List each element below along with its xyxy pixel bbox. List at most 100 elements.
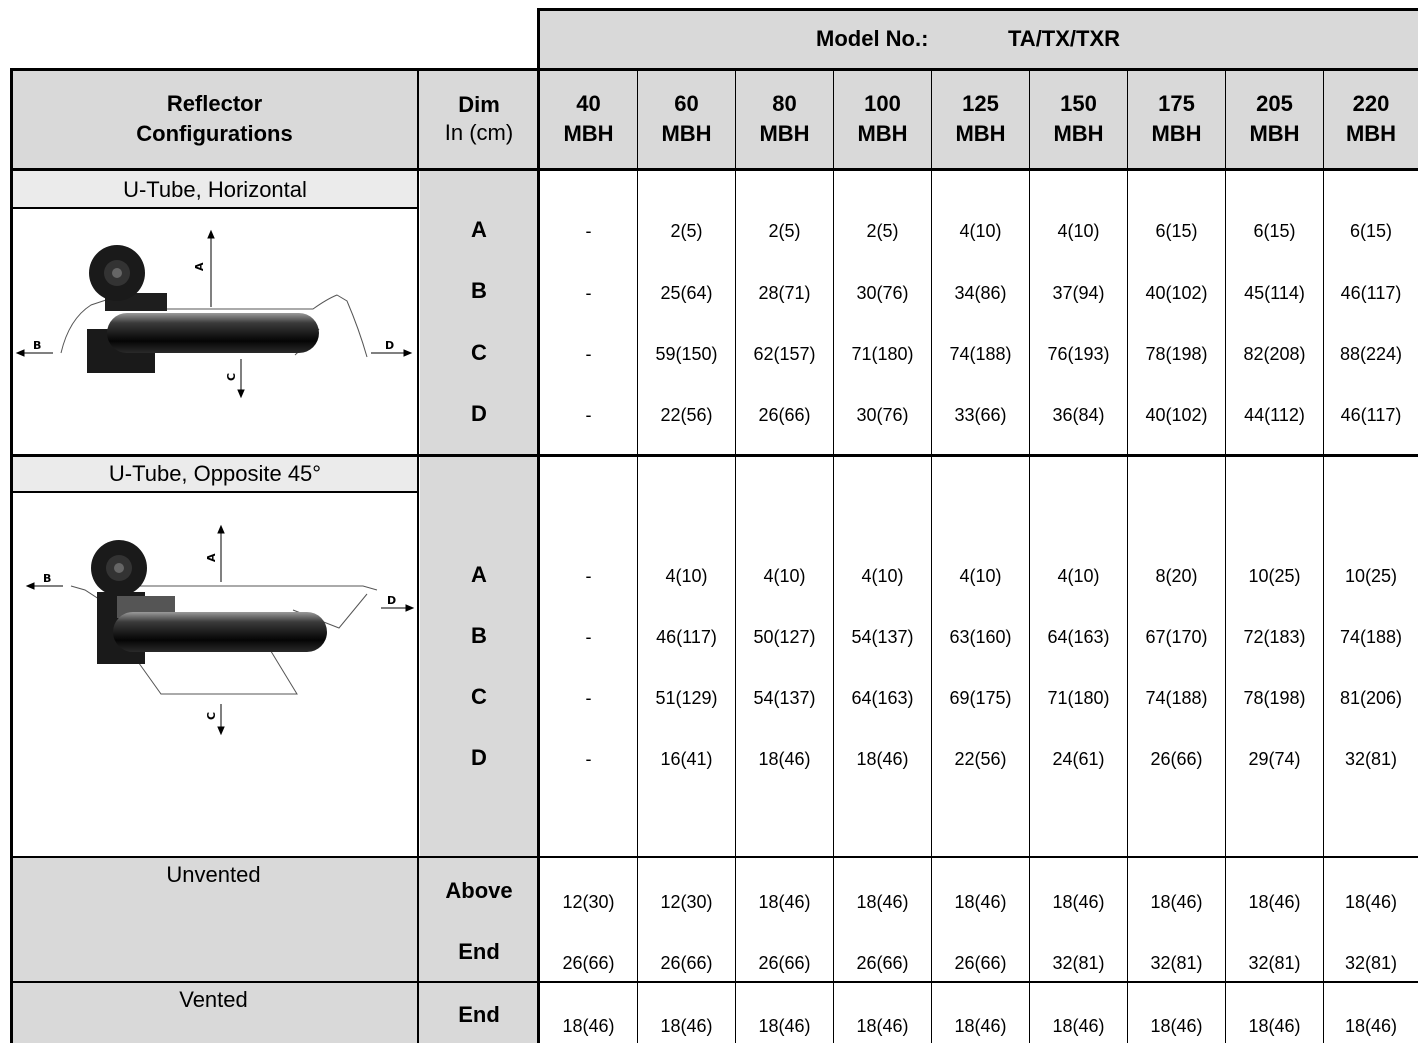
dim-label: End (458, 1002, 500, 1027)
model-column-header: 125 MBH (955, 91, 1006, 146)
dim-label: B (471, 278, 487, 303)
table-cell: 8(20) (1155, 566, 1198, 586)
vented-bg (10, 983, 538, 1043)
table-cell: 76(193) (1047, 344, 1110, 364)
table-cell: 18(46) (562, 1016, 615, 1036)
table-cell: 62(157) (753, 344, 816, 364)
diagram-label-c: C (205, 712, 218, 720)
table-cell: 18(46) (1344, 892, 1398, 912)
diagram-label-b: B (43, 572, 51, 585)
table-cell: 2(5) (768, 221, 801, 241)
table-cell: - (585, 688, 592, 708)
table-cell: - (585, 344, 592, 364)
table-cell: 18(46) (758, 892, 811, 912)
table-cell: 67(170) (1145, 627, 1208, 647)
table-cell: 18(46) (856, 892, 909, 912)
model-column-header: 175 MBH (1151, 91, 1202, 146)
table-cell: 22(56) (660, 405, 713, 425)
table-cell: 4(10) (861, 566, 904, 586)
model-column-header: 100 MBH (857, 91, 908, 146)
u-tube-opposite-45-diagram: A B C D (25, 524, 415, 736)
table-cell: 69(175) (949, 688, 1012, 708)
table-cell: 64(163) (851, 688, 914, 708)
table-cell: 59(150) (655, 344, 718, 364)
table-cell: 37(94) (1052, 283, 1105, 303)
table-cell: 18(46) (1248, 892, 1301, 912)
dim-label: D (471, 401, 487, 426)
table-cell: 26(66) (758, 405, 811, 425)
table-cell: 40(102) (1145, 405, 1208, 425)
table-cell: 26(66) (562, 953, 615, 973)
table-cell: 74(188) (1339, 627, 1403, 647)
model-header-bg (539, 9, 1418, 70)
table-cell: 18(46) (954, 1016, 1007, 1036)
table-cell: 32(81) (1052, 953, 1105, 973)
table-cell: 78(198) (1243, 688, 1306, 708)
table-cell: 4(10) (959, 221, 1002, 241)
table-cell: 6(15) (1349, 221, 1393, 241)
table-cell: 50(127) (753, 627, 816, 647)
table-cell: 10(25) (1248, 566, 1301, 586)
table-cell: 78(198) (1145, 344, 1208, 364)
table-cell: 4(10) (665, 566, 708, 586)
table-cell: 51(129) (655, 688, 718, 708)
table-cell: 26(66) (856, 953, 909, 973)
table-cell: 44(112) (1244, 405, 1305, 425)
table-cell: 18(46) (758, 749, 811, 769)
table-cell: 4(10) (1057, 221, 1100, 241)
table-cell: 10(25) (1344, 566, 1398, 586)
model-column-header: 40 MBH (563, 91, 614, 146)
table-cell: 4(10) (1057, 566, 1100, 586)
table-cell: 32(81) (1150, 953, 1203, 973)
diagram-label-a: A (193, 262, 206, 271)
diagram-label-d: D (387, 594, 396, 607)
dim-label: End (458, 939, 500, 964)
table-cell: 32(81) (1344, 953, 1398, 973)
table-cell: 18(46) (856, 1016, 909, 1036)
column-header-bg (10, 70, 1418, 169)
table-cell: 6(15) (1253, 221, 1296, 241)
table-cell: 22(56) (954, 749, 1007, 769)
table-cell: 18(46) (758, 1016, 811, 1036)
table-cell: 30(76) (856, 283, 909, 303)
table-cell: 26(66) (1150, 749, 1203, 769)
table-cell: 46(117) (1340, 405, 1402, 425)
table-cell: - (585, 566, 592, 586)
table-cell: 46(117) (1340, 283, 1402, 303)
table-cell: 18(46) (1344, 1016, 1398, 1036)
diagram-label-a: A (205, 553, 218, 562)
dim-label: A (471, 217, 487, 242)
table-cell: - (585, 627, 592, 647)
table-cell: 24(61) (1052, 749, 1105, 769)
section-2-title-bg (12, 457, 418, 492)
table-cell: 72(183) (1243, 627, 1306, 647)
dim-label: C (471, 340, 487, 365)
table-cell: 36(84) (1052, 405, 1105, 425)
dim-label: A (471, 562, 487, 587)
table-cell: 71(180) (851, 344, 914, 364)
dim-label: C (471, 684, 487, 709)
model-column-header: 150 MBH (1053, 91, 1104, 146)
dim-header: Dim In (cm) (444, 92, 514, 145)
table-cell: 18(46) (1150, 892, 1203, 912)
section-title-u-tube-horizontal: U-Tube, Horizontal (123, 177, 307, 202)
table-cell: 32(81) (1248, 953, 1301, 973)
table-cell: 34(86) (954, 283, 1007, 303)
table-cell: 2(5) (670, 221, 703, 241)
model-column-header: 205 MBH (1249, 91, 1300, 146)
table-cell: 30(76) (856, 405, 909, 425)
table-cell: 16(41) (660, 749, 713, 769)
diagram-label-b: B (33, 339, 41, 352)
table-cell: 82(208) (1243, 344, 1306, 364)
table-cell: - (585, 221, 592, 241)
model-column-header: 80 MBH (759, 91, 810, 146)
table-cell: 29(74) (1248, 749, 1301, 769)
section-title-u-tube-opposite-45: U-Tube, Opposite 45° (108, 461, 322, 486)
table-cell: 18(46) (1248, 1016, 1301, 1036)
table-cell: 4(10) (959, 566, 1002, 586)
table-cell: 54(137) (753, 688, 816, 708)
model-column-header: 60 MBH (661, 91, 712, 146)
dim-label: B (471, 623, 487, 648)
table-cell: 4(10) (763, 566, 806, 586)
table-cell: 2(5) (866, 221, 899, 241)
